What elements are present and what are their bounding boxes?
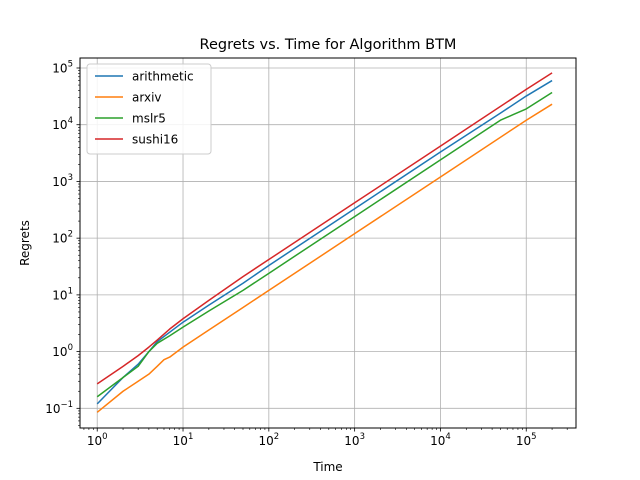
legend-label-arxiv: arxiv: [132, 91, 162, 105]
x-tick-label: 105: [516, 432, 537, 448]
x-tick-label: 104: [430, 432, 451, 448]
y-tick-label: 102: [52, 230, 73, 246]
y-tick-label: 104: [52, 116, 73, 132]
grid: [80, 58, 576, 428]
y-tick-label: 103: [52, 173, 73, 189]
x-tick-label: 100: [87, 432, 108, 448]
y-tick-label: 10−1: [45, 400, 73, 416]
series-line-arxiv: [96, 103, 553, 413]
axis-ticks: 100 101 102 103 104 105 10−1 100 101 102 103 104 105: [45, 59, 568, 448]
legend-label-sushi16: sushi16: [132, 133, 178, 147]
x-axis-title: Time: [312, 460, 342, 474]
legend-label-arithmetic: arithmetic: [132, 70, 194, 84]
y-tick-label: 105: [52, 59, 73, 75]
x-tick-label: 101: [173, 432, 194, 448]
plot-frame: [79, 57, 577, 429]
legend-box: [86, 63, 212, 155]
series-line-sushi16: [96, 72, 553, 385]
chart-title: Regrets vs. Time for Algorithm BTM: [200, 37, 457, 53]
series-line-mslr5: [96, 91, 553, 398]
legend: arithmetic arxiv mslr5 sushi16: [86, 63, 212, 155]
series-lines: [96, 72, 553, 413]
series-line-arithmetic: [96, 79, 553, 405]
x-tick-label: 103: [344, 432, 365, 448]
y-tick-label: 101: [52, 286, 73, 302]
x-tick-label: 102: [258, 432, 279, 448]
legend-label-mslr5: mslr5: [132, 112, 166, 126]
y-axis-title: Regrets: [18, 220, 32, 266]
y-tick-label: 100: [52, 343, 73, 359]
